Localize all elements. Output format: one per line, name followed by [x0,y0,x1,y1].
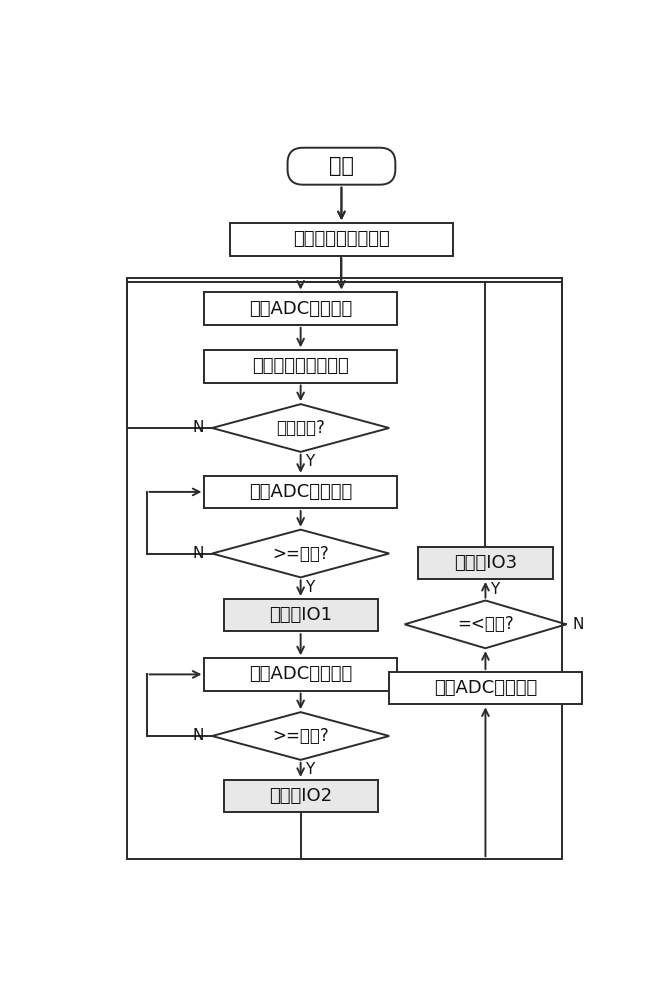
Text: 写控制IO1: 写控制IO1 [269,606,332,624]
Text: Y: Y [305,762,315,777]
Text: 读取ADC电压数据: 读取ADC电压数据 [249,665,352,683]
Bar [204,292,397,325]
Text: 写控制IO2: 写控制IO2 [269,787,332,805]
Text: 读取ADC电压数据: 读取ADC电压数据 [249,483,352,501]
Polygon shape [212,712,389,760]
Text: N: N [193,420,204,436]
Text: 写控制IO3: 写控制IO3 [454,554,517,572]
Polygon shape [212,530,389,577]
Text: Y: Y [305,454,315,469]
FancyBboxPatch shape [287,148,396,185]
Bar [204,350,397,383]
Text: 开始: 开始 [329,156,354,176]
Bar [230,223,453,256]
Text: >=初値?: >=初値? [272,545,329,563]
Text: N: N [193,728,204,744]
Text: N: N [193,546,204,561]
Bar [204,658,397,691]
Polygon shape [212,404,389,452]
Polygon shape [405,600,566,648]
Bar [389,672,582,704]
Text: N: N [572,617,584,632]
Text: Y: Y [490,582,500,597]
Bar [127,278,562,859]
Text: 测试开始?: 测试开始? [276,419,325,437]
Bar [418,547,553,579]
Text: Y: Y [305,580,315,595]
Text: 设定初値、计算阀値: 设定初値、计算阀値 [252,357,349,375]
Text: 读取ADC电压数据: 读取ADC电压数据 [434,679,537,697]
Bar [204,476,397,508]
Text: =<初値?: =<初値? [457,615,514,633]
Bar [223,780,378,812]
Text: 读取ADC电压数据: 读取ADC电压数据 [249,300,352,318]
Text: >=阀値?: >=阀値? [272,727,329,745]
Text: 读上位机的压力数据: 读上位机的压力数据 [293,230,390,248]
Bar [223,599,378,631]
